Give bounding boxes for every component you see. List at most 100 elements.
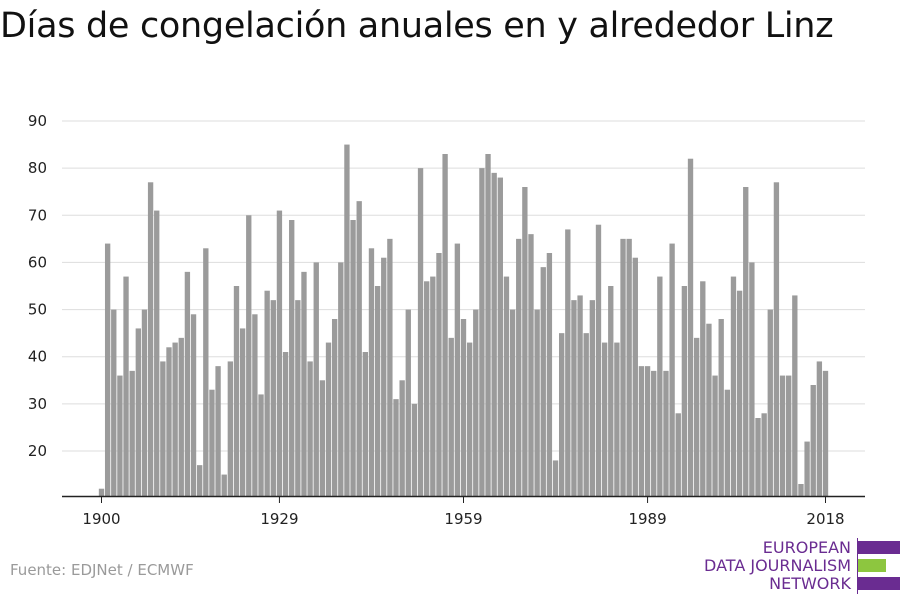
chart-title: Días de congelación anuales en y alreded… [0,6,834,46]
y-tick-label: 50 [28,301,47,319]
bar-1921 [227,361,234,496]
bar-1925 [252,314,258,496]
bar-1982 [601,342,608,496]
bar-1960 [466,342,473,496]
x-tick-label: 2018 [806,510,844,528]
bar-2012 [786,375,792,496]
bar-1929 [276,210,283,496]
bars [98,144,829,497]
bar-1994 [675,413,681,496]
bar-1944 [368,248,375,496]
bar-1905 [129,370,135,496]
bar-1956 [442,154,448,496]
bar-1906 [135,328,141,496]
bar-1939 [338,262,344,496]
bar-1995 [681,286,688,496]
bar-1912 [172,342,178,496]
bar-1951 [411,403,418,496]
bar-1936 [319,380,326,496]
bar-1910 [160,361,166,496]
bar-1974 [552,460,559,496]
bar-1914 [184,271,191,496]
bar-1930 [282,352,289,496]
bar-1920 [221,474,227,496]
bar-1962 [479,168,485,496]
bar-1987 [632,257,638,496]
y-tick-label: 20 [28,442,47,460]
bar-1901 [104,243,111,496]
y-tick-label: 70 [28,206,47,224]
bar-2005 [743,187,749,496]
bar-2007 [755,418,761,496]
bar-2001 [718,319,724,496]
bar-1980 [589,300,596,496]
bar-1993 [669,243,675,496]
bar-1933 [301,271,307,496]
bar-1957 [448,337,454,496]
bar-1950 [405,309,411,496]
bar-1979 [583,333,589,496]
bar-1946 [381,257,387,496]
bar-1945 [374,286,381,496]
bar-1983 [608,286,614,496]
logo-line-1: EUROPEAN [762,538,851,557]
bar-1964 [491,172,497,497]
bar-2010 [773,182,780,497]
bar-2014 [798,484,804,496]
bar-1928 [270,300,276,496]
bar-1958 [454,243,461,496]
bar-1992 [663,370,669,496]
bar-1985 [620,238,626,497]
bar-1907 [141,309,148,496]
bar-1954 [430,276,436,496]
bar-1909 [154,210,160,496]
bar-1952 [417,168,424,496]
bar-1967 [509,309,516,496]
bar-1971 [534,309,540,496]
bar-1965 [497,177,503,496]
bar-1904 [123,276,129,496]
bar-1937 [325,342,332,496]
x-axis: 1900 1929 1959 1989 2018 [62,495,865,528]
bar-2009 [767,309,773,496]
bar-1968 [516,238,522,497]
bar-1913 [178,337,184,496]
x-tick-label: 1900 [82,510,120,528]
bar-1917 [203,248,209,496]
bar-1970 [528,234,534,496]
bar-1932 [295,300,301,496]
bar-1938 [331,319,338,496]
bar-1918 [209,389,215,496]
bar-1978 [577,295,583,496]
bar-1949 [399,380,405,496]
bar-2008 [761,413,767,496]
bar-1900 [98,488,105,496]
bar-2002 [724,389,730,496]
logo-bar-green [858,559,886,572]
bar-1973 [546,253,553,496]
bar-1916 [197,465,203,496]
bar-1998 [700,281,706,496]
edjnet-logo[interactable]: EUROPEAN DATA JOURNALISM NETWORK [700,538,900,594]
y-tick-label: 40 [28,348,47,366]
logo-line-3: NETWORK [769,574,851,593]
bar-1903 [117,375,123,496]
bar-1943 [362,352,368,496]
logo-bar-purple-bottom [858,577,900,590]
bar-2011 [779,375,786,496]
bar-2015 [804,441,810,496]
bar-2018 [822,370,829,496]
source-note: Fuente: EDJNet / ECMWF [10,561,194,579]
bar-2004 [736,290,743,496]
y-tick-label: 30 [28,395,47,413]
y-tick-label: 90 [28,112,47,130]
bar-1911 [166,347,172,496]
bar-2013 [792,295,798,496]
bar-1976 [565,229,571,496]
x-tick-label: 1959 [444,510,482,528]
bar-1977 [571,300,577,496]
x-tick-label: 1929 [260,510,298,528]
bar-1989 [644,366,651,496]
bar-1984 [614,342,620,496]
bar-1919 [215,366,221,496]
